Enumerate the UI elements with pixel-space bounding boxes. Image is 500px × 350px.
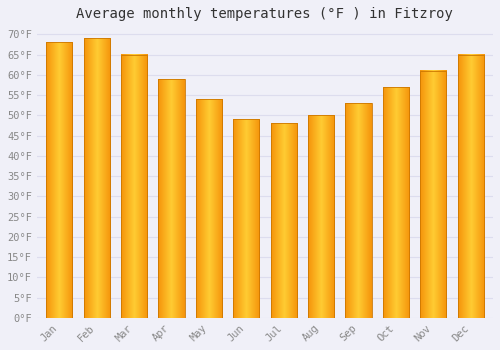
Bar <box>46 42 72 318</box>
Bar <box>458 55 483 318</box>
Bar <box>270 124 296 318</box>
Bar <box>420 71 446 318</box>
Bar <box>382 87 409 318</box>
Bar <box>346 103 372 318</box>
Title: Average monthly temperatures (°F ) in Fitzroy: Average monthly temperatures (°F ) in Fi… <box>76 7 454 21</box>
Bar <box>196 99 222 318</box>
Bar <box>308 116 334 318</box>
Bar <box>121 55 147 318</box>
Bar <box>158 79 184 318</box>
Bar <box>84 38 110 318</box>
Bar <box>233 119 260 318</box>
